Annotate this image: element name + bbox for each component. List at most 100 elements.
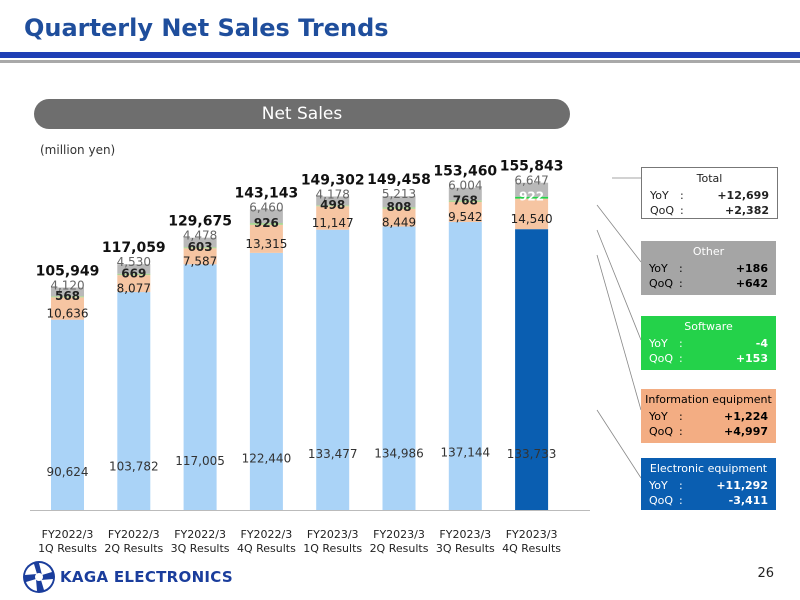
legend-connector xyxy=(596,254,642,411)
information-segment xyxy=(183,248,217,265)
information-yoy: +1,224 xyxy=(723,410,768,423)
information-label: 7,587 xyxy=(183,254,217,268)
category-label-year: FY2022/3 xyxy=(108,528,160,541)
total-label: 143,143 xyxy=(235,185,299,201)
electronic-label: 122,440 xyxy=(242,452,292,466)
total-label: 129,675 xyxy=(168,214,232,230)
company-logo: KAGA ELECTRONICS xyxy=(22,560,233,594)
information-label: 13,315 xyxy=(245,237,287,251)
other-label: 5,213 xyxy=(382,187,416,201)
other-label: 6,647 xyxy=(514,174,548,188)
legend-connector xyxy=(596,409,642,479)
software-segment xyxy=(117,273,151,276)
legend-connector xyxy=(596,229,642,341)
yoy-label: YoY xyxy=(649,337,668,350)
electronic-segment xyxy=(117,292,151,510)
qoq-label: QoQ xyxy=(649,494,674,507)
category-label-year: FY2022/3 xyxy=(42,528,94,541)
software-qoq: +153 xyxy=(735,352,768,365)
software-label: 603 xyxy=(188,240,213,254)
qoq-label: QoQ xyxy=(649,425,674,438)
other-label: 4,530 xyxy=(117,255,151,269)
legend-other: Other YoY: +186 QoQ: +642 xyxy=(641,241,776,295)
category-label-quarter: 4Q Results xyxy=(237,542,296,555)
electronic-segment xyxy=(382,226,416,510)
electronic-qoq: -3,411 xyxy=(728,494,768,507)
electronic-label: 133,733 xyxy=(507,447,557,461)
yoy-label: YoY xyxy=(649,262,668,275)
separator: : xyxy=(680,189,684,202)
separator: : xyxy=(679,410,683,423)
company-name: KAGA ELECTRONICS xyxy=(60,568,233,586)
information-segment xyxy=(448,201,482,222)
electronic-segment xyxy=(183,264,217,510)
other-segment xyxy=(51,287,84,297)
total-qoq: +2,382 xyxy=(724,204,769,217)
total-yoy: +12,699 xyxy=(717,189,769,202)
electronic-label: 133,477 xyxy=(308,447,358,461)
category-label-quarter: 2Q Results xyxy=(370,542,429,555)
electronic-label: 90,624 xyxy=(47,465,89,479)
other-segment xyxy=(316,196,350,206)
legend-total: Total YoY: +12,699 QoQ: +2,382 xyxy=(641,167,778,219)
page-title: Quarterly Net Sales Trends xyxy=(24,14,389,42)
category-label-year: FY2023/3 xyxy=(506,528,558,541)
other-segment xyxy=(183,237,217,248)
information-label: 14,540 xyxy=(511,212,553,226)
software-segment xyxy=(249,222,283,225)
total-label: 105,949 xyxy=(36,264,100,280)
category-label-quarter: 4Q Results xyxy=(502,542,561,555)
title-rule-shadow xyxy=(0,60,800,63)
separator: : xyxy=(679,494,683,507)
software-segment xyxy=(382,207,416,209)
legend-electronic: Electronic equipment YoY: +11,292 QoQ: -3,… xyxy=(641,458,776,510)
legend-total-title: Total xyxy=(696,172,723,185)
software-label: 568 xyxy=(55,289,80,303)
other-label: 4,178 xyxy=(316,187,350,201)
software-label: 808 xyxy=(386,200,411,214)
software-label: 498 xyxy=(320,198,345,212)
electronic-label: 103,782 xyxy=(109,459,159,473)
other-label: 4,478 xyxy=(183,229,217,243)
category-label-year: FY2022/3 xyxy=(241,528,293,541)
electronic-segment xyxy=(316,229,350,510)
electronic-segment xyxy=(51,319,84,510)
category-label-quarter: 1Q Results xyxy=(38,542,97,555)
electronic-yoy: +11,292 xyxy=(716,479,768,492)
title-rule xyxy=(0,52,800,58)
other-label: 6,460 xyxy=(249,200,283,214)
other-segment xyxy=(448,187,482,201)
information-segment xyxy=(249,224,283,253)
electronic-label: 117,005 xyxy=(175,454,225,468)
software-segment xyxy=(51,296,84,298)
separator: : xyxy=(679,262,683,275)
yoy-label: YoY xyxy=(649,479,668,492)
category-label-year: FY2023/3 xyxy=(439,528,491,541)
category-label-quarter: 1Q Results xyxy=(303,542,362,555)
category-label-year: FY2022/3 xyxy=(174,528,226,541)
total-label: 153,460 xyxy=(433,164,497,180)
total-label: 117,059 xyxy=(102,240,166,256)
legend-information-title: Information equipment xyxy=(645,393,772,406)
information-label: 11,147 xyxy=(312,216,354,230)
other-segment xyxy=(249,209,283,223)
other-segment xyxy=(515,182,549,197)
electronic-segment xyxy=(515,229,549,510)
information-segment xyxy=(51,297,84,320)
software-segment xyxy=(515,196,549,199)
other-segment xyxy=(382,196,416,208)
total-label: 149,458 xyxy=(367,172,431,188)
separator: : xyxy=(679,277,683,290)
information-segment xyxy=(316,206,350,230)
legend-software-title: Software xyxy=(684,320,733,333)
chart-banner: Net Sales xyxy=(34,99,570,129)
other-label: 6,004 xyxy=(448,179,482,193)
category-label-year: FY2023/3 xyxy=(373,528,425,541)
qoq-label: QoQ xyxy=(649,277,674,290)
electronic-label: 134,986 xyxy=(374,446,424,460)
software-label: 669 xyxy=(121,267,146,281)
electronic-label: 137,144 xyxy=(440,445,490,459)
total-label: 155,843 xyxy=(500,159,564,175)
software-label: 768 xyxy=(453,193,478,207)
